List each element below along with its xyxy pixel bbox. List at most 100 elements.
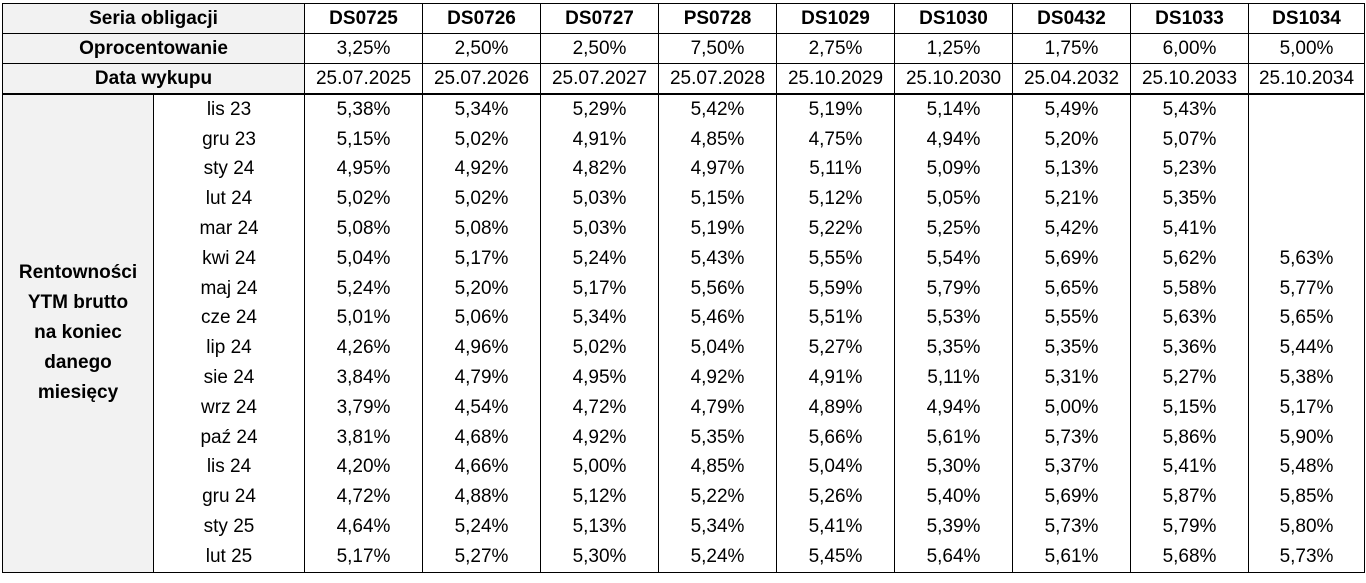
yield-cell: 4,82% bbox=[540, 154, 660, 185]
yield-cell: 4,94% bbox=[894, 124, 1014, 155]
month-cell: kwi 24 bbox=[152, 243, 306, 274]
series-cell: DS1033 bbox=[1130, 3, 1250, 34]
yield-cell: 5,35% bbox=[894, 333, 1014, 364]
yield-cell: 5,65% bbox=[1012, 273, 1132, 304]
yield-cell: 5,01% bbox=[304, 303, 424, 334]
yield-cell: 4,75% bbox=[776, 124, 896, 155]
side-label-line: miesięcy bbox=[37, 382, 119, 404]
yield-cell: 5,30% bbox=[894, 452, 1014, 483]
yield-cell: 5,27% bbox=[1130, 363, 1250, 393]
yield-cell: 5,24% bbox=[540, 243, 660, 274]
yield-cell: 5,73% bbox=[1248, 541, 1366, 573]
yield-cell: 5,13% bbox=[1012, 154, 1132, 185]
yield-cell: 5,41% bbox=[776, 512, 896, 542]
date-cell: 25.10.2029 bbox=[776, 63, 896, 95]
table-row: paź 24 3,81% 4,68% 4,92% 5,35% 5,66% 5,61% 5,73… bbox=[3, 422, 1366, 453]
yield-cell: 5,42% bbox=[1012, 214, 1132, 244]
yield-cell: 5,11% bbox=[894, 363, 1014, 393]
rate-row: Oprocentowanie 3,25% 2,50% 2,50% 7,50% 2,75%… bbox=[1, 33, 1366, 64]
date-cell: 25.07.2025 bbox=[304, 63, 424, 95]
yield-cell bbox=[1248, 124, 1366, 155]
yield-cell: 5,85% bbox=[1248, 482, 1366, 513]
date-cell: 25.07.2028 bbox=[658, 63, 778, 95]
yield-cell: 5,64% bbox=[894, 541, 1014, 573]
yield-cell: 5,12% bbox=[776, 184, 896, 215]
yield-cell: 5,59% bbox=[776, 273, 896, 304]
yield-cell: 5,56% bbox=[658, 273, 778, 304]
rate-cell: 2,50% bbox=[540, 33, 660, 64]
yield-cell: 5,03% bbox=[540, 214, 660, 244]
yield-cell: 5,45% bbox=[776, 541, 896, 573]
yield-cell: 5,22% bbox=[776, 214, 896, 244]
yield-cell: 5,24% bbox=[422, 512, 542, 542]
date-cell: 25.10.2034 bbox=[1248, 63, 1366, 95]
yield-side-label: Rentowności YTM brutto na koniec danego mies… bbox=[2, 93, 154, 573]
rate-cell: 2,75% bbox=[776, 33, 896, 64]
yield-cell: 5,29% bbox=[540, 94, 660, 125]
yield-cell: 4,92% bbox=[422, 154, 542, 185]
yield-cell: 5,62% bbox=[1130, 243, 1250, 274]
rate-cell: 7,50% bbox=[658, 33, 778, 64]
yield-cell: 5,25% bbox=[894, 214, 1014, 244]
yield-cell: 5,54% bbox=[894, 243, 1014, 274]
yield-cell: 4,88% bbox=[422, 482, 542, 513]
yield-cell: 4,79% bbox=[658, 392, 778, 423]
yield-cell: 5,43% bbox=[658, 243, 778, 274]
yield-cell: 3,81% bbox=[304, 422, 424, 453]
yield-cell: 5,05% bbox=[894, 184, 1014, 215]
table-row: sie 24 3,84% 4,79% 4,95% 4,92% 4,91% 5,11% 5,31… bbox=[3, 363, 1366, 393]
yield-cell: 5,27% bbox=[422, 541, 542, 573]
yield-cell: 5,07% bbox=[1130, 124, 1250, 155]
table-row: gru 23 5,15% 5,02% 4,91% 4,85% 4,75% 4,94% 5,20… bbox=[3, 124, 1366, 155]
month-cell: lis 23 bbox=[152, 94, 306, 125]
yield-cell: 5,41% bbox=[1130, 214, 1250, 244]
rate-label: Oprocentowanie bbox=[1, 33, 306, 64]
date-cell: 25.07.2027 bbox=[540, 63, 660, 95]
yield-cell: 5,34% bbox=[422, 94, 542, 125]
yield-cell: 5,38% bbox=[304, 94, 424, 125]
yield-cell: 4,26% bbox=[304, 333, 424, 364]
yield-cell: 5,02% bbox=[422, 184, 542, 215]
rate-cell: 2,50% bbox=[422, 33, 542, 64]
table-row: lut 25 5,17% 5,27% 5,30% 5,24% 5,45% 5,64% 5,61… bbox=[3, 541, 1366, 573]
yield-cell: 4,66% bbox=[422, 452, 542, 483]
yield-cell: 5,11% bbox=[776, 154, 896, 185]
yield-cell: 5,15% bbox=[1130, 392, 1250, 423]
yield-cell: 4,97% bbox=[658, 154, 778, 185]
yield-cell: 4,96% bbox=[422, 333, 542, 364]
table-row: wrz 24 3,79% 4,54% 4,72% 4,79% 4,89% 4,94% 5,00… bbox=[3, 392, 1366, 423]
yield-cell: 4,72% bbox=[540, 392, 660, 423]
series-label: Seria obligacji bbox=[1, 3, 306, 34]
yield-cell: 5,23% bbox=[1130, 154, 1250, 185]
yield-cell: 5,63% bbox=[1130, 303, 1250, 334]
yield-cell: 5,35% bbox=[1012, 333, 1132, 364]
yield-cell: 5,20% bbox=[422, 273, 542, 304]
yield-cell: 5,68% bbox=[1130, 541, 1250, 573]
yield-cell: 5,73% bbox=[1012, 512, 1132, 542]
yield-cell: 5,49% bbox=[1012, 94, 1132, 125]
yield-cell: 5,21% bbox=[1012, 184, 1132, 215]
yield-cell: 3,84% bbox=[304, 363, 424, 393]
yield-cell: 5,17% bbox=[304, 541, 424, 573]
yield-cell: 5,46% bbox=[658, 303, 778, 334]
month-cell: lis 24 bbox=[152, 452, 306, 483]
date-cell: 25.10.2030 bbox=[894, 63, 1014, 95]
table-row: sty 24 4,95% 4,92% 4,82% 4,97% 5,11% 5,09% 5,13… bbox=[3, 154, 1366, 185]
yield-cell: 5,69% bbox=[1012, 482, 1132, 513]
month-cell: wrz 24 bbox=[152, 392, 306, 423]
yield-cell: 5,17% bbox=[422, 243, 542, 274]
yield-cell: 5,19% bbox=[658, 214, 778, 244]
yield-cell: 5,04% bbox=[776, 452, 896, 483]
yield-cell: 5,35% bbox=[658, 422, 778, 453]
table-row: maj 24 5,24% 5,20% 5,17% 5,56% 5,59% 5,79% 5,65… bbox=[3, 273, 1366, 304]
yield-cell: 5,02% bbox=[540, 333, 660, 364]
yield-cell: 5,15% bbox=[304, 124, 424, 155]
yield-cell: 5,24% bbox=[658, 541, 778, 573]
yield-cell: 5,43% bbox=[1130, 94, 1250, 125]
yield-cell: 5,24% bbox=[304, 273, 424, 304]
series-row: Seria obligacji DS0725 DS0726 DS0727 PS0728… bbox=[1, 3, 1366, 34]
yield-cell: 5,65% bbox=[1248, 303, 1366, 334]
month-cell: lip 24 bbox=[152, 333, 306, 364]
yield-cell: 5,09% bbox=[894, 154, 1014, 185]
yield-cell: 4,64% bbox=[304, 512, 424, 542]
